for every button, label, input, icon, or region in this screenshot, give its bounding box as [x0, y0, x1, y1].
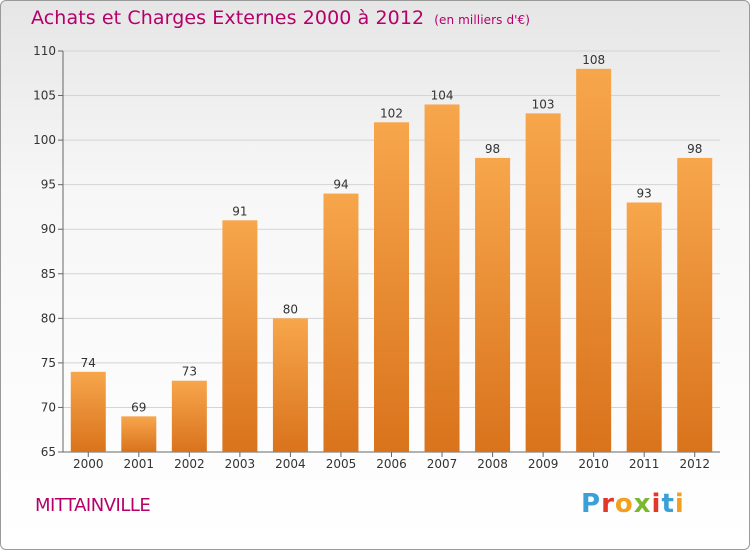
data-label: 98 [687, 142, 702, 156]
x-tick-label: 2008 [477, 457, 508, 471]
x-tick-label: 2012 [679, 457, 710, 471]
data-label: 98 [485, 142, 500, 156]
y-tick-label: 100 [33, 133, 56, 147]
x-tick-label: 2003 [225, 457, 256, 471]
y-tick-label: 85 [41, 267, 56, 281]
logo-letter: x [633, 489, 652, 519]
x-tick-label: 2004 [275, 457, 306, 471]
x-tick-label: 2002 [174, 457, 205, 471]
chart-subtitle: (en milliers d'€) [434, 13, 531, 27]
data-label: 102 [380, 106, 403, 120]
bar [272, 318, 308, 452]
proxiti-logo: Proxiti [581, 489, 685, 519]
y-tick-label: 105 [33, 89, 56, 103]
y-tick-label: 65 [41, 445, 56, 459]
data-label: 74 [81, 356, 96, 370]
bar [121, 416, 157, 452]
y-tick-label: 75 [41, 356, 56, 370]
logo-letter: P [581, 489, 602, 519]
x-tick-label: 2001 [124, 457, 155, 471]
place-name: MITTAINVILLE [35, 495, 151, 516]
bar [70, 371, 106, 452]
logo-letter: i [651, 489, 662, 519]
chart-title-text: Achats et Charges Externes 2000 à 2012 [31, 7, 425, 29]
data-label: 80 [283, 302, 298, 316]
x-tick-label: 2009 [528, 457, 559, 471]
bar [576, 68, 612, 453]
y-tick-label: 80 [41, 311, 56, 325]
logo-letter: r [601, 489, 615, 519]
x-tick-label: 2011 [629, 457, 660, 471]
bar [222, 220, 258, 452]
logo-letter: o [614, 489, 634, 519]
data-label: 103 [532, 97, 555, 111]
data-label: 104 [431, 88, 454, 102]
data-label: 108 [582, 53, 605, 67]
y-tick-label: 95 [41, 178, 56, 192]
bar [475, 157, 511, 452]
data-label: 93 [637, 186, 652, 200]
data-label: 91 [232, 204, 247, 218]
x-tick-label: 2000 [73, 457, 104, 471]
data-label: 69 [131, 400, 146, 414]
chart-title: Achats et Charges Externes 2000 à 2012 (e… [31, 7, 530, 29]
bar [424, 104, 460, 452]
bar [374, 122, 409, 453]
bar [626, 202, 662, 452]
x-tick-label: 2007 [427, 457, 458, 471]
logo-letter: t [661, 489, 675, 519]
data-label: 94 [333, 178, 348, 192]
data-label: 73 [182, 365, 197, 379]
bar [323, 193, 359, 453]
y-tick-label: 90 [41, 222, 56, 236]
x-tick-label: 2006 [376, 457, 407, 471]
x-tick-label: 2005 [326, 457, 357, 471]
logo-letter: i [674, 489, 685, 519]
y-tick-label: 70 [41, 400, 56, 414]
x-tick-label: 2010 [578, 457, 609, 471]
bar [677, 157, 713, 452]
y-tick-label: 110 [33, 44, 56, 58]
bar [525, 113, 561, 452]
bar [171, 380, 207, 452]
